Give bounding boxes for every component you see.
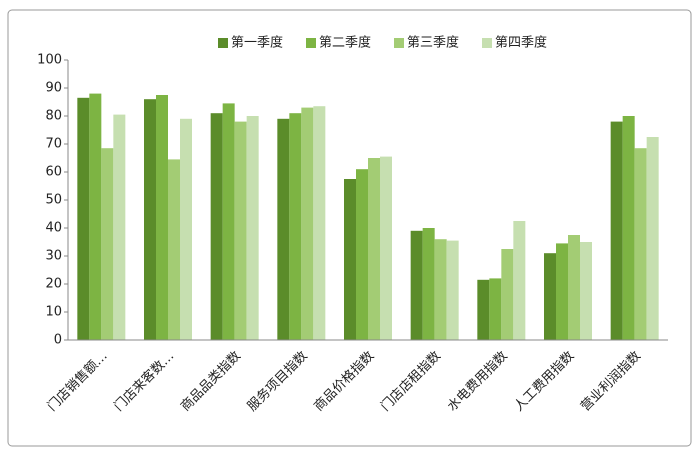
y-tick-label: 0	[54, 333, 62, 348]
y-tick-label: 50	[45, 193, 62, 208]
legend-swatch	[306, 38, 316, 48]
bar	[368, 158, 380, 340]
bar	[501, 249, 514, 340]
bar	[180, 118, 192, 340]
bar	[489, 278, 502, 340]
bar	[434, 239, 447, 340]
bar	[356, 169, 368, 340]
y-tick-label: 10	[45, 305, 62, 320]
bar	[168, 159, 180, 340]
bar	[344, 179, 356, 340]
legend-swatch	[394, 38, 404, 48]
bar	[556, 243, 568, 340]
legend-label: 第一季度	[231, 35, 283, 51]
legend-label: 第四季度	[495, 35, 547, 51]
bar	[446, 240, 459, 340]
bar	[113, 114, 126, 340]
bar	[301, 107, 314, 340]
bar	[156, 95, 168, 340]
bar	[622, 116, 635, 340]
y-tick-label: 90	[45, 81, 62, 96]
bar	[313, 106, 326, 340]
bar	[477, 279, 490, 340]
y-tick-label: 80	[45, 109, 62, 124]
y-tick-label: 100	[37, 53, 62, 68]
bar	[77, 97, 90, 340]
legend-label: 第三季度	[407, 35, 459, 51]
y-tick-label: 20	[45, 277, 62, 292]
bar	[580, 242, 592, 340]
bar	[634, 148, 647, 340]
bar	[89, 93, 102, 340]
bar	[646, 137, 659, 340]
bar	[568, 235, 580, 340]
bar	[610, 121, 623, 340]
y-tick-label: 70	[45, 137, 62, 152]
y-tick-label: 30	[45, 249, 62, 264]
bar	[210, 113, 223, 340]
bar	[544, 253, 556, 340]
legend-swatch	[482, 38, 492, 48]
bar	[277, 118, 290, 340]
legend-swatch	[218, 38, 228, 48]
bar	[513, 221, 526, 340]
bar	[234, 121, 247, 340]
bar	[222, 103, 235, 341]
bar	[410, 230, 423, 340]
bar	[289, 113, 302, 340]
bar	[144, 99, 156, 340]
y-tick-label: 60	[45, 165, 62, 180]
bar	[246, 116, 259, 340]
bar	[422, 228, 435, 340]
y-tick-label: 40	[45, 221, 62, 236]
legend-label: 第二季度	[319, 35, 371, 51]
bar	[380, 156, 392, 340]
bar	[101, 148, 114, 340]
